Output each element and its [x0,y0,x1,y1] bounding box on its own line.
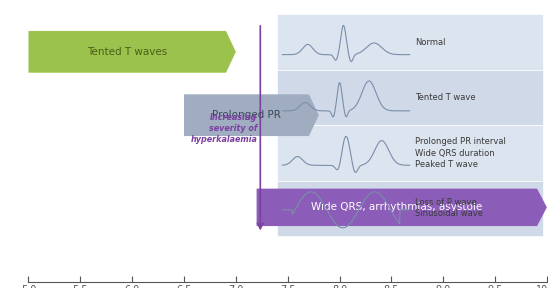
Polygon shape [28,31,236,73]
Text: Tented T wave: Tented T wave [415,93,476,102]
Text: (mmol/L): (mmol/L) [304,266,361,279]
FancyBboxPatch shape [277,70,543,125]
Text: Serum K: Serum K [249,266,299,279]
Text: Tented T waves: Tented T waves [87,47,167,57]
Text: +: + [293,265,300,274]
Text: Wide QRS, arrhythmias, asystole: Wide QRS, arrhythmias, asystole [311,202,482,212]
FancyBboxPatch shape [277,125,543,181]
Polygon shape [256,189,547,226]
Text: Prolonged PR: Prolonged PR [212,110,281,120]
FancyBboxPatch shape [277,181,543,236]
Text: Normal: Normal [415,38,446,47]
FancyBboxPatch shape [277,14,543,70]
Text: Prolonged PR interval
Wide QRS duration
Peaked T wave: Prolonged PR interval Wide QRS duration … [415,137,506,168]
Text: Loss of P wave
Sinusoidal wave: Loss of P wave Sinusoidal wave [415,198,483,219]
Polygon shape [184,94,319,136]
Text: Increasing
severity of
hyperkalaemia: Increasing severity of hyperkalaemia [191,113,258,144]
